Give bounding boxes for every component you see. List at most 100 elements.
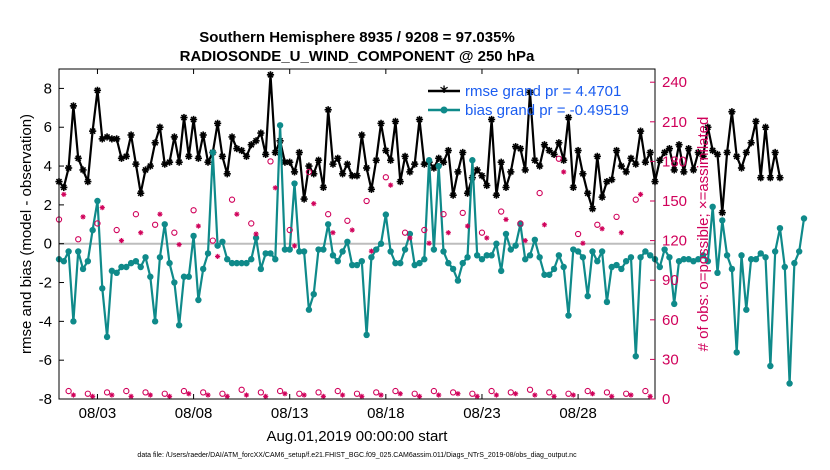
bias-point (224, 256, 231, 263)
assimilated-obs-point (205, 392, 211, 398)
possible-obs-point (488, 387, 495, 395)
possible-obs-point (248, 220, 255, 227)
possible-obs-point (171, 229, 178, 236)
bias-point (281, 246, 289, 253)
rmse-point (742, 148, 750, 157)
bias-point (699, 252, 707, 259)
bias-point (791, 259, 798, 267)
rmse-point (218, 152, 227, 160)
legend-rmse-marker: * (440, 82, 449, 101)
bias-point (781, 263, 788, 271)
y-axis-label-right: # of obs: o=possible; ×=assimilated (695, 117, 712, 352)
bias-point (99, 285, 106, 292)
assimilated-obs-point (109, 392, 115, 398)
rmse-point (189, 115, 198, 124)
possible-obs-point (430, 387, 438, 395)
y-tick-label: 2 (44, 197, 52, 214)
bias-point (195, 296, 202, 304)
rmse-point (396, 177, 404, 186)
bias-point (108, 267, 116, 275)
rmse-point (266, 71, 275, 79)
possible-obs-point (632, 196, 639, 203)
possible-obs-point (565, 390, 572, 397)
bias-point (252, 234, 260, 242)
assimilated-obs-point (570, 392, 576, 398)
assimilated-obs-point (628, 392, 634, 398)
rmse-point (526, 88, 534, 96)
rmse-point (709, 146, 717, 155)
y-tick-label: 4 (44, 158, 52, 175)
rmse-point (588, 205, 597, 213)
bias-point (536, 254, 543, 261)
chart-title: Southern Hemisphere 8935 / 9208 = 97.035… (199, 29, 515, 46)
rmse-point (214, 119, 222, 127)
rmse-point (238, 146, 246, 155)
rmse-point (411, 160, 419, 168)
possible-obs-point (507, 389, 514, 396)
assimilated-obs-point (637, 191, 644, 197)
rmse-point (324, 106, 332, 114)
bias-point (334, 257, 341, 265)
bias-point (199, 265, 207, 273)
rmse-point (627, 154, 635, 162)
series-circle (55, 155, 649, 397)
possible-obs-point (613, 213, 620, 220)
rmse-point (122, 152, 130, 160)
bias-point (137, 263, 144, 271)
bias-point (622, 257, 630, 265)
possible-obs-point (392, 387, 399, 395)
y-right-tick-label: 150 (662, 193, 687, 210)
rmse-point (569, 183, 577, 192)
x-tick-label: 08/13 (271, 405, 309, 422)
assimilated-obs-point (147, 392, 153, 398)
rmse-point (608, 176, 616, 184)
legend-rmse-label: rmse grand pr = 4.4701 (465, 83, 621, 100)
possible-obs-point (594, 221, 601, 228)
assimilated-obs-point (224, 393, 230, 399)
assimilated-obs-point (647, 393, 653, 399)
bias-point (671, 300, 678, 308)
assimilated-obs-point (215, 253, 221, 260)
y-axis-right: 240 210 180 150 120 90 60 30 0 (650, 74, 687, 408)
rmse-point (415, 115, 424, 124)
rmse-point (733, 152, 741, 160)
rmse-point (459, 148, 467, 157)
possible-obs-point (286, 226, 293, 234)
bias-point (219, 238, 226, 245)
bias-point (70, 318, 77, 325)
assimilated-obs-point (455, 391, 461, 397)
x-axis-label: Aug.01,2019 00:00:00 start (267, 428, 449, 445)
possible-obs-point (151, 221, 159, 228)
plot-area (55, 71, 808, 399)
y-tick-label: 6 (44, 119, 52, 136)
y-tick-label: -6 (39, 352, 52, 369)
rmse-point (694, 148, 702, 157)
bias-point (214, 242, 221, 249)
bias-point (310, 290, 317, 298)
rmse-point (372, 156, 380, 164)
bias-point (723, 252, 731, 259)
rmse-point (584, 189, 592, 197)
assimilated-obs-point (70, 392, 77, 398)
assimilated-obs-point (234, 211, 240, 217)
bias-point (272, 256, 279, 263)
rmse-point (771, 148, 779, 157)
y-tick-label: 0 (44, 236, 52, 253)
bias-point (733, 349, 740, 356)
bias-point (714, 269, 721, 277)
assimilated-obs-point (253, 231, 259, 237)
rmse-point (593, 152, 601, 160)
bias-point (560, 263, 567, 271)
assimilated-obs-point (311, 201, 317, 207)
rmse-point (723, 148, 731, 157)
possible-obs-point (142, 389, 149, 396)
assimilated-obs-point (272, 185, 278, 191)
rmse-point (242, 152, 251, 160)
bias-point (666, 254, 673, 261)
rmse-point (680, 168, 688, 176)
rmse-point (319, 183, 327, 192)
bias-point (690, 257, 697, 265)
assimilated-obs-point (464, 223, 471, 229)
bias-point (392, 259, 399, 267)
bias-point (728, 265, 736, 273)
